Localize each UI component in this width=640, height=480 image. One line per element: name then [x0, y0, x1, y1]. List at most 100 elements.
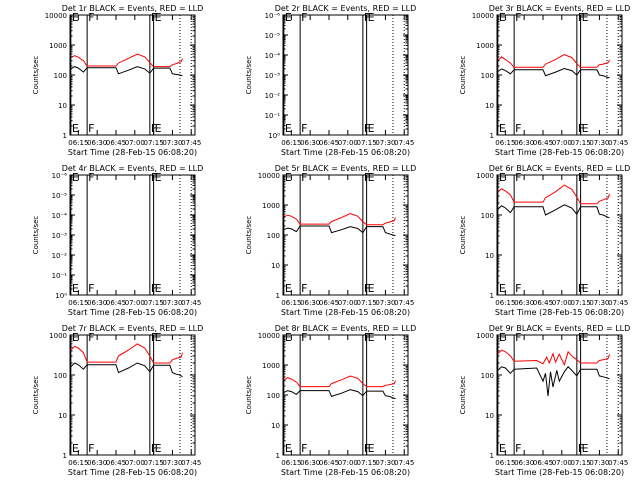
x-axis-label: Start Time (28-Feb-15 06:08:20) [495, 148, 624, 157]
series-line-lld [497, 184, 610, 205]
marker-label: F [301, 122, 307, 135]
marker-label: E [155, 442, 162, 455]
marker-label: E [155, 11, 162, 24]
panel-title: Det 5r BLACK = Events, RED = LLD [275, 164, 417, 173]
x-tick-label: 07:15 [357, 299, 377, 307]
series-line-lld [283, 212, 396, 226]
marker-label: F [301, 11, 307, 24]
marker-label: E [368, 442, 375, 455]
marker-label: F [88, 282, 94, 295]
y-axis-label: Counts/sec [459, 376, 467, 415]
x-tick-label: 07:30 [375, 459, 395, 467]
marker-label: F [301, 282, 307, 295]
x-tick-label: 07:00 [338, 139, 358, 147]
marker-label: F [301, 171, 307, 184]
y-tick-label: 1000 [476, 42, 494, 50]
x-axis-label: Start Time (28-Feb-15 06:08:20) [495, 308, 624, 317]
marker-label: F [88, 331, 94, 344]
y-tick-label: 10 [271, 422, 280, 430]
series-line-lld [497, 349, 610, 367]
marker-label: E [582, 122, 589, 135]
marker-label: E [368, 331, 375, 344]
y-tick-label: 10⁻³ [52, 232, 68, 240]
marker-label: F [301, 331, 307, 344]
x-tick-label: 06:30 [87, 139, 107, 147]
marker-label: F [515, 11, 521, 24]
x-tick-label: 06:15 [68, 299, 88, 307]
series-line-events [497, 204, 610, 219]
y-tick-label: 10 [485, 252, 494, 260]
marker-label: E [285, 11, 292, 24]
x-tick-label: 07:30 [162, 299, 182, 307]
y-tick-label: 100 [267, 392, 280, 400]
y-axis-label: Counts/sec [245, 216, 253, 255]
y-tick-label: 10⁻⁶ [265, 12, 281, 20]
x-tick-label: 06:30 [87, 459, 107, 467]
marker-label: E [499, 171, 506, 184]
marker-label: E [499, 11, 506, 24]
x-tick-label: 07:45 [608, 299, 628, 307]
x-tick-label: 06:30 [514, 139, 534, 147]
panel-title: Det 2r BLACK = Events, RED = LLD [275, 4, 417, 13]
y-axis-label: Counts/sec [245, 56, 253, 95]
marker-label: E [368, 11, 375, 24]
series-line-events [497, 366, 610, 396]
x-tick-label: 06:15 [495, 459, 515, 467]
series-line-events [70, 362, 183, 378]
marker-label: E [155, 282, 162, 295]
series-line-lld [70, 53, 183, 68]
y-tick-label: 10⁻² [265, 92, 281, 100]
marker-label: F [515, 331, 521, 344]
y-axis-label: Counts/sec [32, 56, 40, 95]
x-tick-label: 06:15 [281, 299, 301, 307]
marker-label: E [582, 11, 589, 24]
x-axis-label: Start Time (28-Feb-15 06:08:20) [281, 308, 410, 317]
plot-frame [496, 334, 623, 456]
x-tick-label: 07:00 [552, 459, 572, 467]
y-tick-label: 10000 [258, 332, 280, 340]
x-tick-label: 06:45 [319, 459, 339, 467]
marker-label: E [499, 442, 506, 455]
detector-panel: EEFFFFEE11010010001000006:1506:3006:4507… [32, 4, 203, 157]
y-tick-label: 10⁻² [52, 252, 68, 260]
x-tick-label: 06:45 [533, 459, 553, 467]
x-tick-label: 07:45 [394, 459, 414, 467]
y-tick-label: 10000 [472, 12, 494, 20]
marker-label: F [88, 11, 94, 24]
panel-title: Det 8r BLACK = Events, RED = LLD [275, 324, 417, 333]
marker-label: E [285, 282, 292, 295]
x-axis-label: Start Time (28-Feb-15 06:08:20) [281, 468, 410, 477]
marker-label: E [368, 122, 375, 135]
x-tick-label: 07:30 [589, 299, 609, 307]
x-tick-label: 07:00 [338, 299, 358, 307]
marker-label: E [582, 282, 589, 295]
detector-panel: EEFFFFEE11010010001000006:1506:3006:4507… [245, 324, 416, 477]
x-tick-label: 07:45 [181, 299, 201, 307]
x-tick-label: 07:30 [375, 139, 395, 147]
x-tick-label: 07:45 [394, 139, 414, 147]
y-axis-label: Counts/sec [459, 56, 467, 95]
marker-label: F [88, 171, 94, 184]
y-tick-label: 10⁻⁶ [52, 172, 68, 180]
y-tick-label: 10⁻¹ [52, 272, 68, 280]
x-tick-label: 06:15 [68, 459, 88, 467]
plot-frame [282, 334, 409, 456]
detector-panel: EEFFFFEE110100100006:1506:3006:4507:0007… [459, 164, 630, 317]
panel-title: Det 3r BLACK = Events, RED = LLD [489, 4, 631, 13]
panel-title: Det 9r BLACK = Events, RED = LLD [489, 324, 631, 333]
y-tick-label: 10⁻¹ [265, 112, 281, 120]
y-tick-label: 1000 [262, 202, 280, 210]
x-tick-label: 07:45 [181, 139, 201, 147]
detector-panel: EEFFFFEE110100100006:1506:3006:4507:0007… [459, 324, 630, 477]
x-tick-label: 06:30 [300, 139, 320, 147]
x-tick-label: 07:30 [589, 459, 609, 467]
y-tick-label: 10 [58, 412, 67, 420]
marker-label: E [285, 122, 292, 135]
marker-label: F [88, 122, 94, 135]
marker-label: E [499, 282, 506, 295]
marker-label: F [515, 442, 521, 455]
series-line-events [497, 67, 610, 79]
x-tick-label: 06:15 [281, 459, 301, 467]
x-tick-label: 07:45 [608, 459, 628, 467]
